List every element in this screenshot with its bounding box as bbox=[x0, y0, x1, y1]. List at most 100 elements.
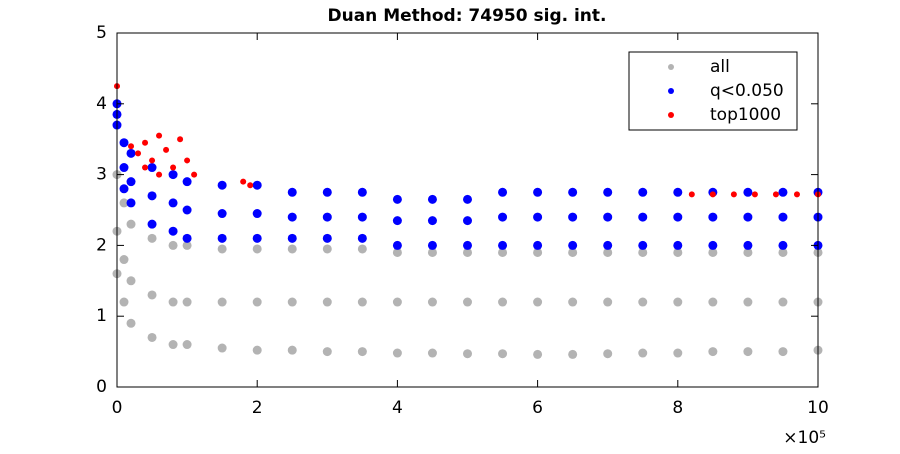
data-point bbox=[392, 240, 402, 250]
data-point bbox=[357, 347, 367, 357]
data-point bbox=[392, 216, 402, 226]
data-point bbox=[392, 194, 402, 204]
data-point bbox=[708, 347, 718, 357]
data-point bbox=[147, 332, 157, 342]
data-point bbox=[217, 180, 227, 190]
data-point bbox=[463, 247, 472, 257]
data-point bbox=[322, 347, 332, 357]
data-point bbox=[357, 233, 367, 243]
data-point bbox=[751, 191, 758, 198]
y-tick-label: 4 bbox=[96, 94, 107, 114]
data-point bbox=[357, 244, 367, 254]
data-point bbox=[673, 187, 683, 197]
data-point bbox=[126, 198, 136, 208]
y-tick-label: 0 bbox=[96, 377, 107, 397]
data-point bbox=[322, 233, 332, 243]
data-point bbox=[498, 247, 508, 257]
y-tick-label: 1 bbox=[96, 306, 107, 326]
data-point bbox=[568, 247, 578, 257]
data-point bbox=[427, 240, 437, 250]
data-point bbox=[673, 297, 683, 307]
legend-label: top1000 bbox=[710, 105, 781, 125]
x-tick-label: 4 bbox=[392, 398, 403, 418]
data-point bbox=[638, 297, 648, 307]
data-point bbox=[287, 345, 297, 355]
data-point bbox=[533, 212, 543, 222]
data-point bbox=[708, 240, 718, 250]
y-tick-label: 2 bbox=[96, 235, 107, 255]
data-point bbox=[217, 233, 227, 243]
data-point bbox=[793, 191, 800, 198]
data-point bbox=[182, 297, 192, 307]
data-point bbox=[322, 244, 332, 254]
data-point bbox=[357, 212, 367, 222]
data-point bbox=[778, 187, 788, 197]
data-point bbox=[147, 219, 157, 229]
data-point bbox=[638, 247, 648, 257]
data-point bbox=[638, 212, 648, 222]
data-point bbox=[427, 247, 437, 257]
data-point bbox=[392, 247, 402, 257]
data-point bbox=[688, 191, 695, 198]
data-point bbox=[673, 348, 683, 358]
data-point bbox=[135, 150, 142, 157]
data-point bbox=[778, 247, 788, 257]
data-point bbox=[708, 212, 718, 222]
data-point bbox=[673, 212, 683, 222]
data-point bbox=[498, 240, 508, 250]
data-point bbox=[463, 297, 472, 307]
data-point bbox=[168, 297, 178, 307]
data-point bbox=[603, 247, 613, 257]
data-point bbox=[287, 297, 297, 307]
data-point bbox=[170, 164, 177, 171]
data-point bbox=[778, 347, 788, 357]
data-point bbox=[182, 233, 192, 243]
data-point bbox=[168, 198, 178, 208]
data-point bbox=[142, 139, 149, 146]
data-point bbox=[240, 178, 247, 185]
data-point bbox=[287, 244, 297, 254]
x-tick-label: 2 bbox=[252, 398, 263, 418]
data-point bbox=[322, 212, 332, 222]
data-point bbox=[252, 297, 262, 307]
data-point bbox=[463, 349, 472, 359]
data-point bbox=[126, 318, 136, 328]
data-point bbox=[177, 136, 184, 143]
data-point bbox=[568, 349, 578, 359]
plot-frame bbox=[116, 32, 819, 388]
data-point bbox=[217, 244, 227, 254]
data-point bbox=[287, 233, 297, 243]
data-point bbox=[287, 212, 297, 222]
data-point bbox=[463, 216, 472, 226]
data-point bbox=[427, 297, 437, 307]
x-tick-label: 0 bbox=[112, 398, 123, 418]
data-point bbox=[603, 212, 613, 222]
y-tick-label: 5 bbox=[96, 23, 107, 43]
data-point bbox=[168, 340, 178, 350]
data-point bbox=[743, 297, 753, 307]
data-point bbox=[252, 244, 262, 254]
data-point bbox=[568, 187, 578, 197]
data-point bbox=[427, 216, 437, 226]
data-point bbox=[709, 191, 716, 198]
data-point bbox=[568, 212, 578, 222]
y-tick-label: 3 bbox=[96, 165, 107, 185]
data-point bbox=[392, 297, 402, 307]
data-point bbox=[182, 340, 192, 350]
data-point bbox=[743, 240, 753, 250]
data-point bbox=[252, 233, 262, 243]
chart-title: Duan Method: 74950 sig. int. bbox=[327, 6, 606, 26]
data-point bbox=[252, 209, 262, 219]
data-point bbox=[119, 297, 129, 307]
x-tick-label: 6 bbox=[532, 398, 543, 418]
data-point bbox=[357, 187, 367, 197]
data-point bbox=[743, 247, 753, 257]
legend-label: q<0.050 bbox=[710, 81, 784, 101]
data-point bbox=[168, 240, 178, 250]
data-point bbox=[119, 255, 129, 265]
data-point bbox=[603, 240, 613, 250]
data-point bbox=[252, 345, 262, 355]
data-point bbox=[533, 240, 543, 250]
data-point bbox=[126, 276, 136, 286]
